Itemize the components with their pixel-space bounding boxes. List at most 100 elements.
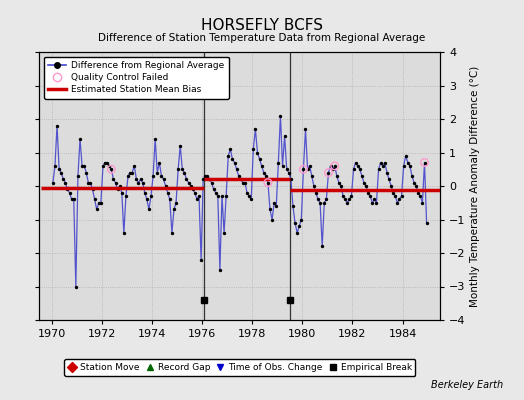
Point (218, 193, 226, 199)
Point (128, 170, 136, 176)
Point (270, 200, 278, 206)
Point (345, 196, 354, 203)
Point (356, 166, 364, 172)
Point (301, 126, 310, 132)
Point (178, 166, 187, 172)
Point (389, 190, 397, 196)
Point (243, 190, 251, 196)
Point (314, 196, 322, 203)
Point (368, 200, 377, 206)
Point (320, 200, 329, 206)
Point (289, 203, 297, 209)
Point (362, 183, 370, 189)
Point (180, 170, 189, 176)
Point (331, 163, 339, 169)
Point (282, 166, 291, 172)
Point (385, 176, 393, 182)
Point (212, 190, 220, 196)
Point (391, 193, 399, 199)
Point (86, 180, 95, 186)
Point (49, 180, 57, 186)
Point (337, 183, 345, 189)
Point (293, 230, 301, 236)
Point (374, 166, 383, 172)
Point (153, 170, 161, 176)
Point (335, 180, 343, 186)
Point (193, 196, 201, 203)
Point (228, 156, 237, 162)
Point (184, 180, 193, 186)
Point (161, 183, 170, 189)
Point (383, 170, 391, 176)
Point (84, 180, 93, 186)
Point (115, 183, 124, 189)
Point (140, 190, 149, 196)
Point (366, 193, 375, 199)
Point (201, 173, 210, 179)
Point (66, 190, 74, 196)
Point (126, 170, 134, 176)
Point (372, 200, 380, 206)
Point (251, 126, 259, 132)
Point (143, 196, 151, 203)
Point (354, 163, 362, 169)
Point (347, 193, 356, 199)
Point (238, 180, 247, 186)
Point (278, 163, 287, 169)
Point (305, 163, 314, 169)
Point (324, 170, 333, 176)
Point (387, 183, 395, 189)
Point (145, 206, 153, 213)
Point (74, 173, 82, 179)
Point (255, 156, 264, 162)
Point (155, 159, 163, 166)
Point (233, 166, 241, 172)
Point (61, 180, 70, 186)
Point (299, 166, 308, 172)
Point (399, 163, 408, 169)
Point (189, 186, 197, 192)
Point (91, 196, 99, 203)
Point (241, 180, 249, 186)
Point (343, 200, 352, 206)
Point (376, 159, 385, 166)
Point (268, 216, 276, 223)
Point (72, 283, 80, 290)
Point (172, 200, 180, 206)
Point (107, 166, 115, 172)
Point (410, 180, 418, 186)
Point (107, 166, 115, 172)
Point (138, 180, 147, 186)
Point (163, 190, 172, 196)
Point (103, 159, 111, 166)
Point (259, 170, 268, 176)
Point (224, 153, 233, 159)
Point (418, 200, 427, 206)
Point (247, 196, 255, 203)
Point (97, 200, 105, 206)
Point (208, 180, 216, 186)
Point (168, 230, 176, 236)
Point (414, 190, 422, 196)
Point (70, 196, 78, 203)
Point (51, 163, 59, 169)
Point (364, 190, 373, 196)
Point (174, 166, 182, 172)
Point (119, 230, 128, 236)
Point (68, 196, 76, 203)
Text: HORSEFLY BCFS: HORSEFLY BCFS (201, 18, 323, 33)
Point (352, 159, 360, 166)
Point (312, 190, 320, 196)
Point (350, 166, 358, 172)
Point (397, 193, 406, 199)
Point (187, 183, 195, 189)
Point (105, 163, 113, 169)
Point (191, 190, 199, 196)
Y-axis label: Monthly Temperature Anomaly Difference (°C): Monthly Temperature Anomaly Difference (… (470, 65, 480, 307)
Point (339, 193, 347, 199)
Point (76, 136, 84, 142)
Point (157, 173, 166, 179)
Point (109, 176, 117, 182)
Point (82, 170, 91, 176)
Point (420, 159, 429, 166)
